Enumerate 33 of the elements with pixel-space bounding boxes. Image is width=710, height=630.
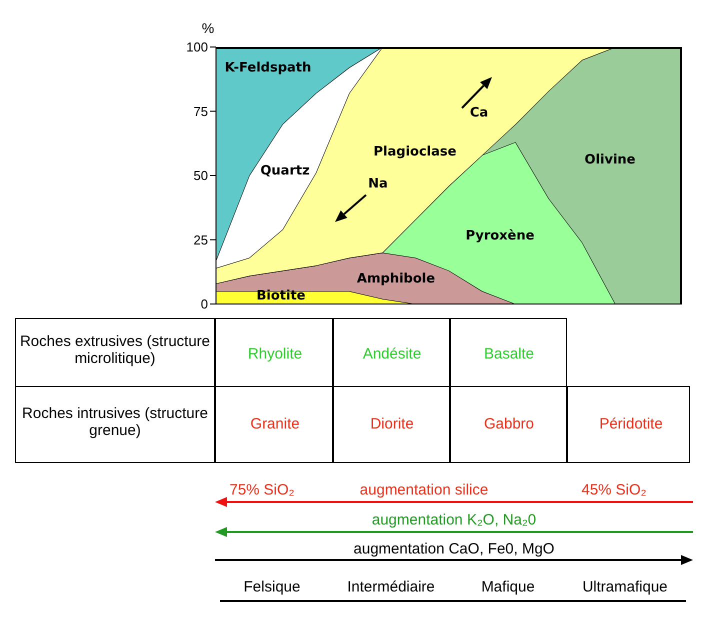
annotation: Na	[368, 176, 388, 192]
text: Diorite	[370, 416, 414, 432]
y-tick-label: 50	[194, 168, 208, 184]
series-label: Quartz	[260, 164, 310, 178]
series-label: K-Feldspath	[224, 60, 312, 76]
y-tick-label: 100	[186, 40, 208, 55]
text: Basalte	[484, 346, 534, 362]
text: Roches extrusives (structure microlitique)	[18, 333, 212, 367]
text: Felsique	[244, 578, 300, 596]
text: Intermédiaire	[347, 578, 435, 596]
text: augmentation silice	[360, 482, 488, 498]
y-tick-label: 25	[194, 232, 208, 248]
text: Rhyolite	[248, 346, 302, 362]
series-label: Amphibole	[356, 272, 436, 286]
text: Ultramafique	[582, 578, 668, 596]
text: Andésite	[362, 346, 422, 362]
text: Roches intrusives (structure grenue)	[21, 405, 209, 439]
text: 45% SiO₂	[581, 482, 647, 498]
text: Granite	[250, 416, 300, 432]
text: augmentation CaO, Fe0, MgO	[354, 540, 554, 558]
y-tick-label: 0	[200, 296, 208, 312]
series-label: Plagioclase	[374, 144, 456, 160]
y-tick-label: 75	[194, 104, 208, 119]
text: Gabbro	[484, 416, 534, 432]
y-axis-title: %	[202, 20, 214, 36]
text: augmentation K₂O, Na₂0	[372, 512, 536, 528]
text: Mafique	[481, 578, 535, 596]
series-label: Olivine	[584, 152, 636, 168]
text: 75% SiO₂	[229, 482, 295, 498]
series-label: Biotite	[256, 288, 306, 304]
series-label: Pyroxène	[466, 228, 534, 244]
text: Péridotite	[599, 416, 663, 432]
annotation: Ca	[470, 106, 488, 120]
